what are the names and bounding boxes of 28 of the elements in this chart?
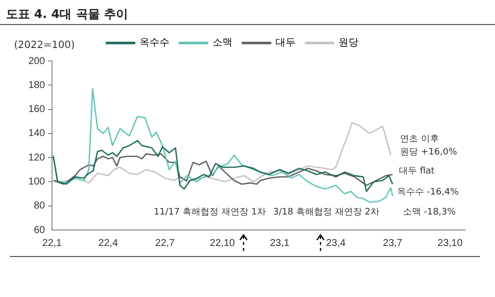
x-tick-label: 22,7	[155, 238, 176, 249]
x-tick-label: 22,4	[98, 238, 118, 249]
annotation: 소맥 -18,3%	[403, 207, 456, 218]
y-axis-title: (2022=100)	[14, 40, 75, 51]
annotation: 연초 이후 원당 +16,0%	[400, 134, 458, 158]
y-tick-label: 160	[28, 104, 46, 116]
legend-label: 원당	[338, 38, 358, 49]
annotation: 11/17 흑해협정 재연장 1차	[154, 207, 266, 218]
annotation: 옥수수 -16,4%	[397, 187, 460, 198]
y-tick-label: 140	[28, 128, 46, 140]
legend-label: 소맥	[212, 38, 232, 49]
legend-label: 대두	[276, 38, 296, 49]
annotation: 3/18 흑해협정 재연장 2차	[273, 207, 380, 218]
y-tick-label: 100	[28, 176, 46, 188]
chart-title: 도표 4. 4대 곡물 추이	[6, 6, 128, 23]
y-tick-label: 60	[34, 224, 46, 236]
legend-label: 옥수수	[140, 38, 170, 49]
x-tick-label: 23,1	[270, 238, 290, 249]
y-tick-label: 180	[28, 80, 46, 91]
x-tick-label: 23,10	[438, 238, 463, 249]
x-tick-label: 22,1	[42, 238, 62, 249]
x-tick-label: 23,7	[382, 238, 403, 249]
annotation: 대두 flat	[399, 166, 436, 176]
y-tick-label: 80	[34, 200, 46, 212]
y-tick-label: 200	[28, 56, 46, 67]
y-tick-label: 120	[28, 152, 46, 164]
x-tick-label: 23,4	[326, 238, 346, 249]
x-tick-label: 22,10	[210, 238, 236, 249]
